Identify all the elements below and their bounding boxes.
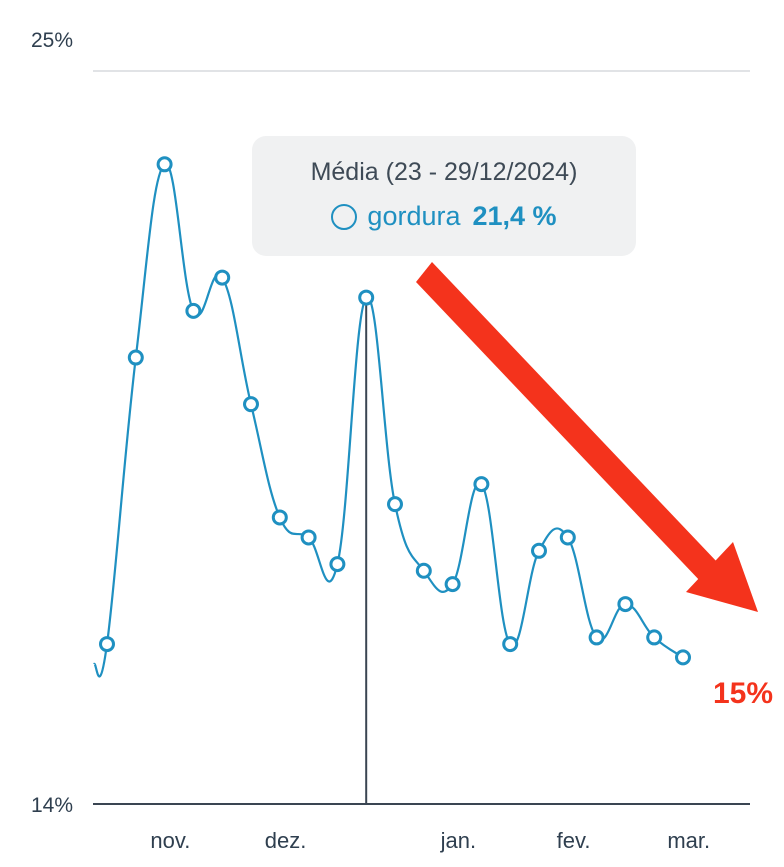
data-point <box>329 556 346 573</box>
data-point <box>588 629 605 646</box>
x-tick-label: nov. <box>150 828 190 853</box>
data-point <box>675 649 691 666</box>
data-point <box>387 496 403 513</box>
data-point <box>502 636 519 653</box>
arrow-head <box>686 542 758 612</box>
x-axis: nov. dez. jan. fev. mar. <box>150 828 710 853</box>
data-point <box>617 596 634 613</box>
data-point <box>473 476 490 493</box>
y-tick-label: 25% <box>31 29 73 52</box>
grid <box>93 70 750 805</box>
tooltip: Média (23 - 29/12/2024) gordura 21,4 % <box>252 136 636 256</box>
data-point-highlighted <box>358 289 375 306</box>
series-marker-icon <box>331 203 358 230</box>
points-group <box>99 156 691 666</box>
data-point <box>185 302 202 319</box>
data-point <box>531 542 547 559</box>
data-point <box>99 636 115 653</box>
y-axis: 25% 14% <box>31 29 73 817</box>
tooltip-series-label: gordura <box>367 201 461 231</box>
data-point <box>214 269 231 286</box>
data-point <box>127 349 144 366</box>
data-point <box>243 396 259 413</box>
annotation-label: 15% <box>713 677 773 710</box>
x-tick-label: mar. <box>667 828 710 853</box>
data-point <box>646 629 663 646</box>
data-point <box>444 576 461 593</box>
x-tick-label: jan. <box>440 828 476 853</box>
data-point <box>271 509 288 526</box>
data-point <box>156 156 173 173</box>
tooltip-value: 21,4 % <box>472 201 557 231</box>
data-point <box>415 562 432 579</box>
callout-arrow <box>416 262 758 612</box>
arrow-shaft <box>416 262 718 583</box>
x-tick-label: fev. <box>557 828 591 853</box>
tooltip-row: gordura 21,4 % <box>252 201 636 232</box>
y-tick-label: 14% <box>31 794 73 817</box>
data-point <box>300 529 317 546</box>
data-point <box>559 529 576 546</box>
tooltip-title: Média (23 - 29/12/2024) <box>310 158 578 186</box>
x-tick-label: dez. <box>265 828 307 853</box>
